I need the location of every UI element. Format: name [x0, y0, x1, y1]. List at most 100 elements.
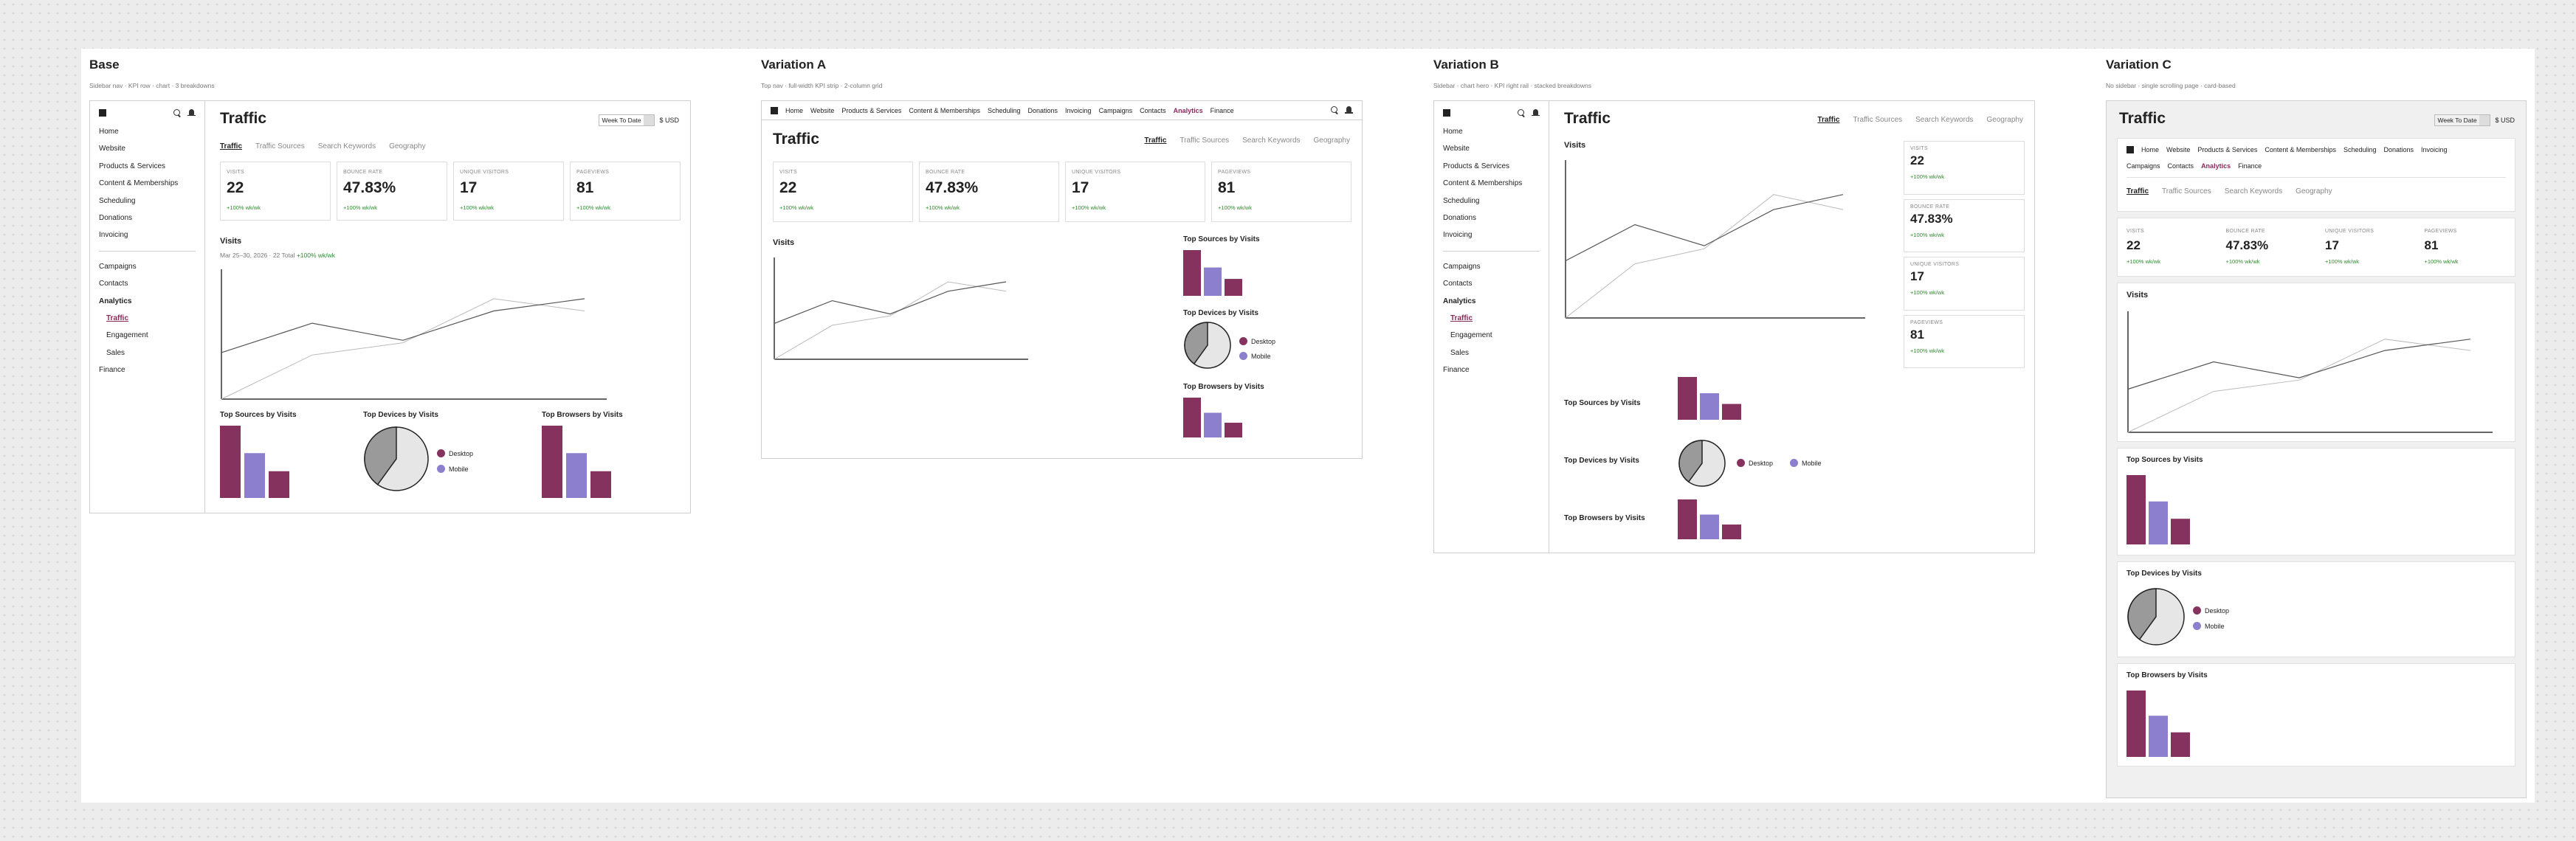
top-sources-bar-chart	[220, 426, 289, 498]
sidebar-subitem-sales[interactable]: Sales	[106, 348, 125, 357]
tab-traffic[interactable]: Traffic	[2126, 187, 2149, 195]
topnav-item-contacts[interactable]: Contacts	[1140, 106, 1166, 114]
sidebar-item-scheduling[interactable]: Scheduling	[1443, 196, 1480, 205]
kpi-visits[interactable]: VISITS 22 +100% wk/wk	[220, 162, 331, 221]
square-logo-icon[interactable]	[771, 106, 778, 114]
variant-a: Variation A Top nav · full-width KPI str…	[761, 58, 1363, 89]
sidebar-item-invoicing[interactable]: Invoicing	[99, 231, 128, 240]
topnav-item-content[interactable]: Content & Memberships	[909, 106, 980, 114]
tab-traffic-sources[interactable]: Traffic Sources	[1853, 116, 1903, 124]
kpi-unique-visitors[interactable]: UNIQUE VISITORS 17 +100% wk/wk	[2319, 221, 2413, 273]
search-icon[interactable]	[1518, 108, 1526, 117]
topnav-item-home[interactable]: Home	[2141, 146, 2160, 153]
topnav-item-invoicing[interactable]: Invoicing	[2421, 146, 2448, 153]
sidebar-item-finance[interactable]: Finance	[99, 366, 125, 375]
sidebar-item-home[interactable]: Home	[99, 128, 119, 136]
sidebar-item-donations[interactable]: Donations	[1443, 214, 1477, 223]
search-icon[interactable]	[1331, 106, 1339, 114]
sidebar-item-campaigns[interactable]: Campaigns	[99, 262, 137, 271]
topnav-item-invoicing[interactable]: Invoicing	[1065, 106, 1092, 114]
sidebar-item-contacts[interactable]: Contacts	[99, 280, 128, 288]
kpi-unique-visitors[interactable]: UNIQUE VISITORS 17 +100% wk/wk	[453, 162, 564, 221]
sidebar-item-products[interactable]: Products & Services	[99, 162, 166, 170]
topnav-item-analytics[interactable]: Analytics	[1173, 106, 1203, 114]
sidebar-subitem-traffic[interactable]: Traffic	[1450, 314, 1473, 323]
topnav-item-products[interactable]: Products & Services	[2197, 146, 2258, 153]
sidebar-item-scheduling[interactable]: Scheduling	[99, 196, 136, 205]
topnav-item-scheduling[interactable]: Scheduling	[2343, 146, 2377, 153]
tab-geography[interactable]: Geography	[1313, 136, 1350, 145]
kpi-pageviews[interactable]: PAGEVIEWS 81 +100% wk/wk	[1211, 162, 1351, 222]
kpi-unique-visitors[interactable]: UNIQUE VISITORS 17 +100% wk/wk	[1065, 162, 1205, 222]
tab-traffic-sources[interactable]: Traffic Sources	[255, 142, 305, 150]
topnav-item-campaigns[interactable]: Campaigns	[2126, 162, 2160, 170]
sidebar-item-contacts[interactable]: Contacts	[1443, 280, 1473, 288]
kpi-unique-visitors[interactable]: UNIQUE VISITORS 17 +100% wk/wk	[1904, 257, 2025, 311]
top-nav-row-2: Campaigns Contacts Analytics Finance	[2126, 162, 2262, 170]
range-select[interactable]: Week To Date	[2434, 114, 2491, 126]
sidebar-item-invoicing[interactable]: Invoicing	[1443, 231, 1473, 240]
tab-traffic-sources[interactable]: Traffic Sources	[2162, 187, 2211, 195]
search-icon[interactable]	[173, 108, 182, 117]
sidebar-item-products[interactable]: Products & Services	[1443, 162, 1510, 170]
sidebar-item-content[interactable]: Content & Memberships	[99, 179, 179, 188]
square-logo-icon[interactable]	[99, 109, 106, 117]
tab-geography[interactable]: Geography	[1986, 116, 2023, 124]
sidebar-item-website[interactable]: Website	[1443, 145, 1470, 153]
tab-search-keywords[interactable]: Search Keywords	[317, 142, 376, 150]
tab-traffic[interactable]: Traffic	[220, 142, 243, 150]
sidebar-item-content[interactable]: Content & Memberships	[1443, 179, 1523, 188]
sidebar-subitem-traffic[interactable]: Traffic	[106, 314, 129, 323]
tab-search-keywords[interactable]: Search Keywords	[2224, 187, 2283, 195]
tab-geography[interactable]: Geography	[389, 142, 426, 150]
range-select[interactable]: Week To Date	[599, 114, 655, 126]
sidebar-subitem-sales[interactable]: Sales	[1450, 348, 1470, 357]
kpi-visits[interactable]: VISITS 22 +100% wk/wk	[773, 162, 913, 222]
topnav-item-finance[interactable]: Finance	[2238, 162, 2262, 170]
topnav-item-content[interactable]: Content & Memberships	[2265, 146, 2336, 153]
kpi-bounce-rate[interactable]: BOUNCE RATE 47.83% +100% wk/wk	[2220, 221, 2314, 273]
topnav-item-campaigns[interactable]: Campaigns	[1098, 106, 1133, 114]
tab-search-keywords[interactable]: Search Keywords	[1242, 136, 1301, 145]
kpi-bounce-rate[interactable]: BOUNCE RATE 47.83% +100% wk/wk	[1904, 198, 2025, 252]
kpi-bounce-rate[interactable]: BOUNCE RATE 47.83% +100% wk/wk	[337, 162, 447, 221]
tab-traffic-sources[interactable]: Traffic Sources	[1179, 136, 1230, 145]
tab-geography[interactable]: Geography	[2296, 187, 2332, 195]
square-logo-icon[interactable]	[1443, 109, 1450, 117]
sidebar-subitem-engagement[interactable]: Engagement	[106, 331, 148, 340]
square-logo-icon[interactable]	[2126, 146, 2134, 153]
topnav-item-analytics[interactable]: Analytics	[2201, 162, 2231, 170]
bell-icon[interactable]	[187, 108, 196, 117]
kpi-pageviews[interactable]: PAGEVIEWS 81 +100% wk/wk	[2419, 221, 2513, 273]
sidebar-subitem-engagement[interactable]: Engagement	[1450, 331, 1492, 340]
topnav-item-website[interactable]: Website	[810, 106, 835, 114]
topnav-item-finance[interactable]: Finance	[1210, 106, 1234, 114]
kpi-bounce-rate[interactable]: BOUNCE RATE 47.83% +100% wk/wk	[919, 162, 1059, 222]
topnav-item-home[interactable]: Home	[785, 106, 804, 114]
kpi-pageviews[interactable]: PAGEVIEWS 81 +100% wk/wk	[570, 162, 681, 221]
topnav-item-donations[interactable]: Donations	[1027, 106, 1058, 114]
sidebar-item-campaigns[interactable]: Campaigns	[1443, 262, 1481, 271]
sidebar-item-analytics[interactable]: Analytics	[99, 297, 132, 305]
currency-label[interactable]: $ USD	[2495, 117, 2515, 124]
currency-label[interactable]: $ USD	[659, 117, 679, 124]
bell-icon[interactable]	[1532, 108, 1540, 117]
topnav-item-scheduling[interactable]: Scheduling	[987, 106, 1021, 114]
topnav-item-products[interactable]: Products & Services	[841, 106, 902, 114]
tab-traffic[interactable]: Traffic	[1144, 136, 1167, 145]
kpi-pageviews[interactable]: PAGEVIEWS 81 +100% wk/wk	[1904, 314, 2025, 368]
sidebar-item-donations[interactable]: Donations	[99, 214, 133, 223]
tab-search-keywords[interactable]: Search Keywords	[1915, 116, 1974, 124]
topnav-item-contacts[interactable]: Contacts	[2167, 162, 2194, 170]
topnav-item-website[interactable]: Website	[2166, 146, 2191, 153]
kpi-visits[interactable]: VISITS 22 +100% wk/wk	[1904, 141, 2025, 195]
tab-traffic[interactable]: Traffic	[1817, 116, 1840, 124]
kpi-visits[interactable]: VISITS 22 +100% wk/wk	[2121, 221, 2214, 273]
kpi-delta: +100% wk/wk	[2126, 258, 2161, 265]
sidebar-item-analytics[interactable]: Analytics	[1443, 297, 1476, 305]
sidebar-item-website[interactable]: Website	[99, 145, 125, 153]
bell-icon[interactable]	[1345, 106, 1353, 114]
sidebar-item-home[interactable]: Home	[1443, 128, 1463, 136]
topnav-item-donations[interactable]: Donations	[2383, 146, 2414, 153]
sidebar-item-finance[interactable]: Finance	[1443, 366, 1470, 375]
